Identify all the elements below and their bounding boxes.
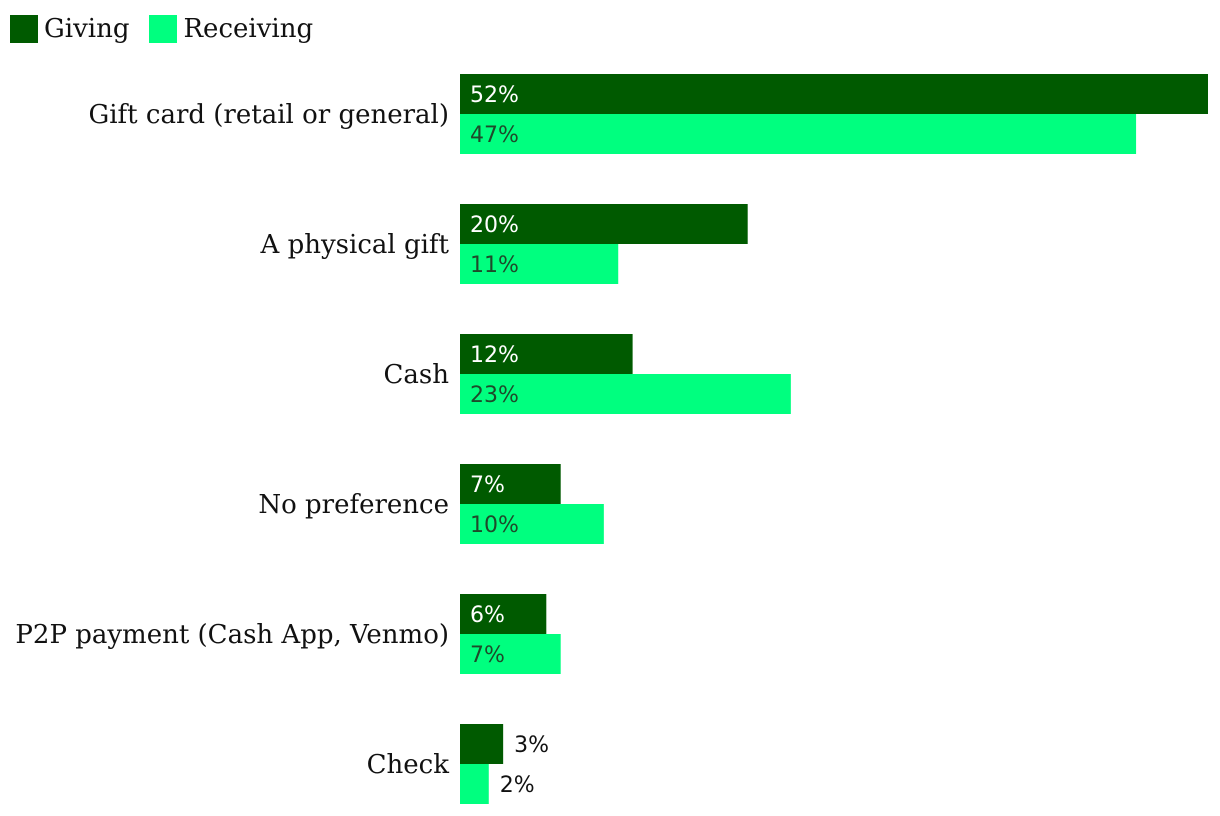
legend-item-receiving: Receiving [149, 14, 313, 44]
value-label-giving: 12% [470, 343, 519, 368]
value-label-receiving: 47% [470, 123, 519, 148]
category-label: No preference [258, 490, 449, 520]
category-label: P2P payment (Cash App, Venmo) [15, 620, 449, 650]
category-label: Check [367, 750, 450, 780]
legend-label-giving: Giving [44, 14, 130, 44]
value-label-giving: 20% [470, 213, 519, 238]
value-label-receiving: 23% [470, 383, 519, 408]
value-label-giving: 6% [470, 603, 505, 628]
bar-giving [460, 334, 633, 374]
bar-receiving [460, 374, 791, 414]
value-label-receiving: 11% [470, 253, 519, 278]
value-label-receiving: 2% [500, 773, 535, 798]
legend-item-giving: Giving [10, 14, 129, 44]
value-label-giving: 3% [514, 733, 549, 758]
bar-giving [460, 724, 504, 764]
bar-receiving [460, 244, 619, 284]
bar-receiving [460, 114, 1137, 154]
bar-receiving [460, 764, 489, 804]
bar-receiving [460, 634, 561, 674]
bar-giving [460, 204, 748, 244]
bar-giving [460, 74, 1208, 114]
value-label-giving: 7% [470, 473, 505, 498]
bar-receiving [460, 504, 604, 544]
category-label: Gift card (retail or general) [88, 100, 449, 130]
value-label-receiving: 10% [470, 513, 519, 538]
category-label: A physical gift [260, 230, 450, 260]
legend-swatch-giving [10, 15, 38, 43]
legend-label-receiving: Receiving [183, 14, 314, 44]
value-label-giving: 52% [470, 83, 519, 108]
legend-swatch-receiving [149, 15, 178, 43]
bar-giving [460, 464, 561, 504]
legend: Giving Receiving [10, 14, 333, 44]
bar-giving [460, 594, 547, 634]
value-label-receiving: 7% [470, 643, 505, 668]
category-label: Cash [384, 360, 450, 390]
